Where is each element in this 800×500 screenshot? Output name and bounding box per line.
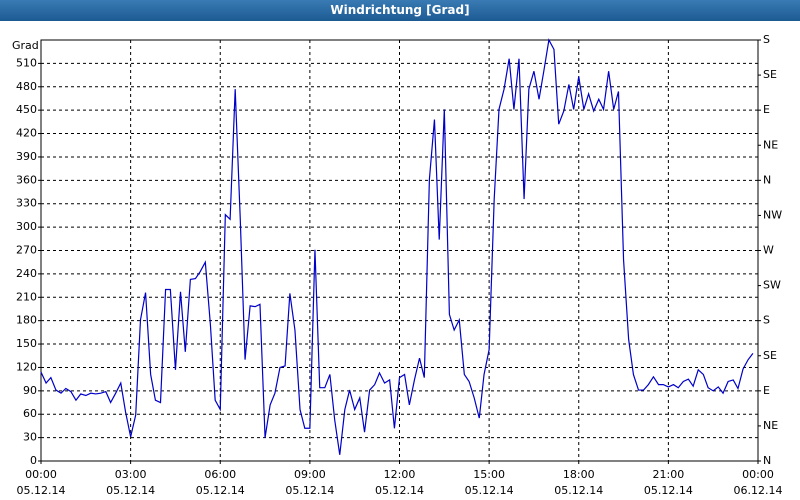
x-tick-label: 09:00 [294,468,326,481]
y2-tick-label: N [763,454,771,467]
y-tick-label: 450 [16,103,37,116]
y-tick-label: 210 [16,290,37,303]
x-tick-date: 05.12.14 [644,484,693,497]
x-tick-date: 05.12.14 [375,484,424,497]
x-tick-label: 15:00 [473,468,505,481]
y-tick-label: 300 [16,220,37,233]
y2-tick-label: NE [763,138,778,151]
y-tick-label: 390 [16,150,37,163]
x-tick-label: 03:00 [115,468,147,481]
data-line [40,38,754,455]
y-tick-label: 480 [16,80,37,93]
y2-tick-label: SE [763,68,777,81]
y2-tick-label: S [763,314,770,327]
x-tick-label: 06:00 [204,468,236,481]
x-tick-label: 00:00 [25,468,57,481]
x-tick-date: 05.12.14 [106,484,155,497]
x-tick-date: 05.12.14 [285,484,334,497]
y2-tick-label: SW [763,279,781,292]
y-tick-label: 240 [16,267,37,280]
y2-tick-label: E [763,384,770,397]
x-tick-label: 00:00 [742,468,774,481]
x-tick-label: 21:00 [653,468,685,481]
y-tick-label: 420 [16,127,37,140]
y-axis-label: Grad [12,39,39,52]
y-tick-label: 0 [30,454,37,467]
y2-tick-label: S [763,33,770,46]
y2-tick-label: NE [763,419,778,432]
y-tick-label: 120 [16,360,37,373]
x-tick-date: 05.12.14 [17,484,66,497]
y-tick-label: 270 [16,244,37,257]
y-tick-label: 510 [16,56,37,69]
x-tick-date: 06.12.14 [734,484,783,497]
y2-tick-label: E [763,103,770,116]
y2-tick-label: N [763,173,771,186]
y2-tick-label: NW [763,208,782,221]
y-tick-label: 360 [16,173,37,186]
y-tick-label: 330 [16,197,37,210]
y2-tick-label: SE [763,349,777,362]
y-tick-label: 150 [16,337,37,350]
y-tick-label: 180 [16,314,37,327]
y-tick-label: 90 [23,384,37,397]
title-bar: Windrichtung [Grad] [0,0,800,21]
chart-title: Windrichtung [Grad] [330,3,470,17]
y2-tick-label: W [763,244,774,257]
x-tick-label: 12:00 [384,468,416,481]
y-tick-label: 60 [23,407,37,420]
x-tick-label: 18:00 [563,468,595,481]
x-tick-date: 05.12.14 [465,484,514,497]
x-tick-date: 05.12.14 [554,484,603,497]
y-tick-label: 30 [23,431,37,444]
x-tick-date: 05.12.14 [196,484,245,497]
